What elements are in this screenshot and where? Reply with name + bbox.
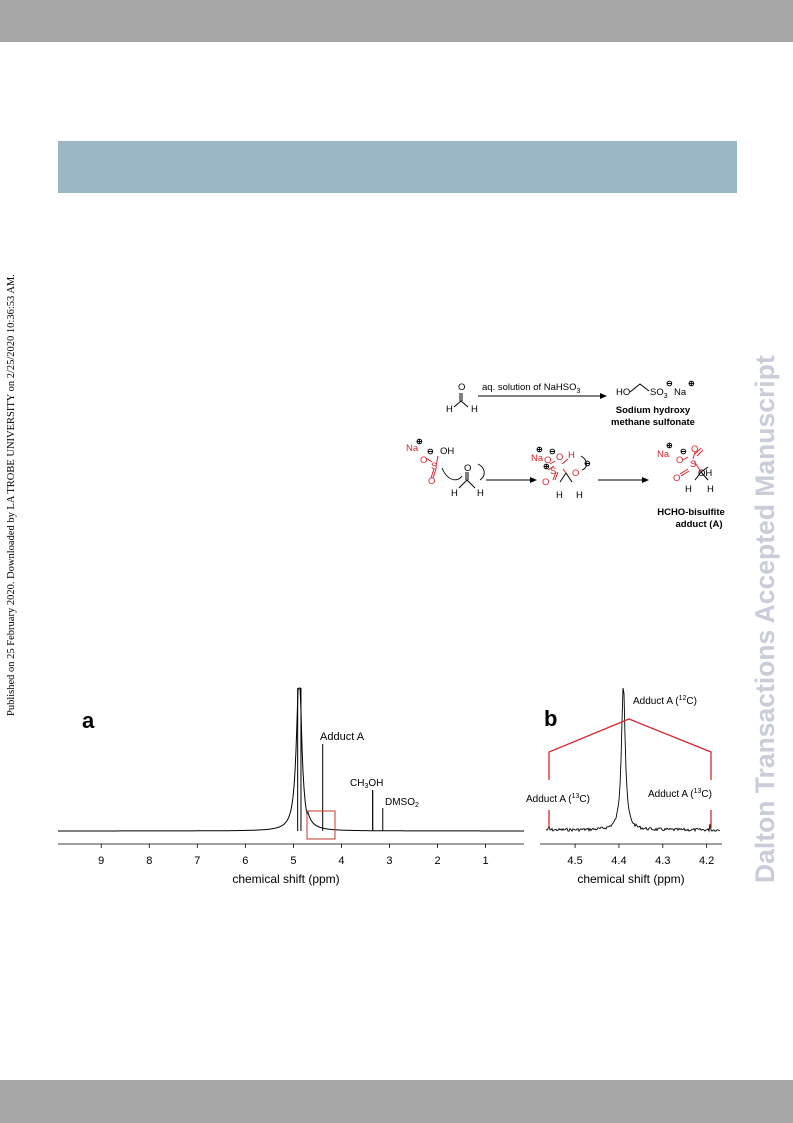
product-name-line1: Sodium hydroxy [616,405,691,416]
svg-text:⊕: ⊕ [536,445,543,454]
svg-text:H: H [446,404,453,415]
product-name-line2: methane sulfonate [611,417,695,428]
svg-text:H: H [576,490,583,501]
svg-text:⊖: ⊖ [549,447,556,456]
tick-label-b-2: 4.3 [655,855,670,867]
svg-text:H: H [451,488,458,499]
svg-text:O: O [691,444,698,455]
svg-text:⊖: ⊖ [584,459,591,468]
svg-text:OH: OH [440,446,454,457]
spectrum-b-trace [545,687,721,833]
c13-left-label: Adduct A (13C) [526,793,590,805]
header-band [0,0,793,42]
svg-text:S: S [431,461,437,472]
adduct-name-line1: HCHO-bisulfite [657,507,725,518]
svg-text:SO3: SO3 [650,387,668,400]
c12-label: Adduct A (12C) [633,695,697,707]
svg-text:Na: Na [657,449,670,460]
svg-text:O: O [544,455,551,466]
satellite-brackets [548,718,712,828]
tick-label-a-0: 9 [98,855,104,867]
x-axis-label-b: chemical shift (ppm) [577,872,684,886]
svg-text:O: O [420,455,427,466]
svg-text:CH3OH: CH3OH [350,778,383,790]
zoom-region-box [306,810,336,840]
svg-text:aq. solution of NaHSO3: aq. solution of NaHSO3 [482,382,581,395]
svg-text:O: O [673,473,680,484]
svg-text:Na: Na [531,453,544,464]
tick-label-b-0: 4.5 [567,855,582,867]
nmr-spectrum-panel-a: a 9 8 7 6 5 4 3 2 1 Adduct A CH3OH DMSO2 chemica… [58,687,524,886]
svg-text:HO: HO [616,387,630,398]
panel-a-label: a [82,708,95,733]
svg-text:H: H [707,484,714,495]
svg-text:DMSO2: DMSO2 [385,797,419,809]
panel-b-label: b [544,706,557,731]
svg-text:⊖: ⊖ [666,379,673,388]
tick-label-a-1: 8 [146,855,152,867]
svg-text:S: S [690,459,696,470]
spectrum-a-trace [58,687,524,832]
tick-label-b-3: 4.2 [699,855,714,867]
svg-text:O: O [572,468,579,479]
x-axis-label-a: chemical shift (ppm) [232,872,339,886]
adduct-name-line2: adduct (A) [676,519,723,530]
svg-text:⊕: ⊕ [416,437,423,446]
tick-label-a-3: 6 [242,855,248,867]
svg-text:H: H [685,484,692,495]
svg-text:O: O [464,463,471,474]
svg-text:O: O [458,382,465,393]
svg-text:OH: OH [698,468,712,479]
reaction-scheme: O H H aq. solution of NaHSO3 HO SO3 Na O… [406,379,725,530]
svg-text:O: O [428,476,435,487]
svg-text:Na: Na [406,443,419,454]
svg-text:H: H [556,490,563,501]
svg-text:H: H [477,488,484,499]
tick-label-a-5: 4 [338,855,344,867]
svg-text:⊕: ⊕ [666,441,673,450]
tick-label-b-1: 4.4 [611,855,626,867]
c13-right-label: Adduct A (13C) [648,788,712,800]
svg-text:H: H [471,404,478,415]
svg-text:O: O [542,477,549,488]
svg-text:⊖: ⊖ [680,447,687,456]
svg-text:⊖: ⊖ [427,447,434,456]
adduct-a-label: Adduct A [320,731,365,743]
title-bar [58,141,737,193]
tick-label-a-4: 5 [290,855,296,867]
svg-text:H: H [568,450,575,461]
tick-label-a-8: 1 [483,855,489,867]
footer-band [0,1080,793,1123]
svg-text:Na: Na [674,387,687,398]
svg-text:S: S [550,466,556,477]
nmr-spectrum-panel-b: b 4.5 4.4 4.3 4.2 Adduct A (12C) Adduct A (… [526,687,722,886]
svg-text:O: O [556,452,563,463]
tick-label-a-2: 7 [194,855,200,867]
svg-text:O: O [676,455,683,466]
tick-label-a-7: 2 [434,855,440,867]
svg-text:⊕: ⊕ [543,462,550,471]
tick-label-a-6: 3 [386,855,392,867]
svg-text:⊕: ⊕ [688,379,695,388]
